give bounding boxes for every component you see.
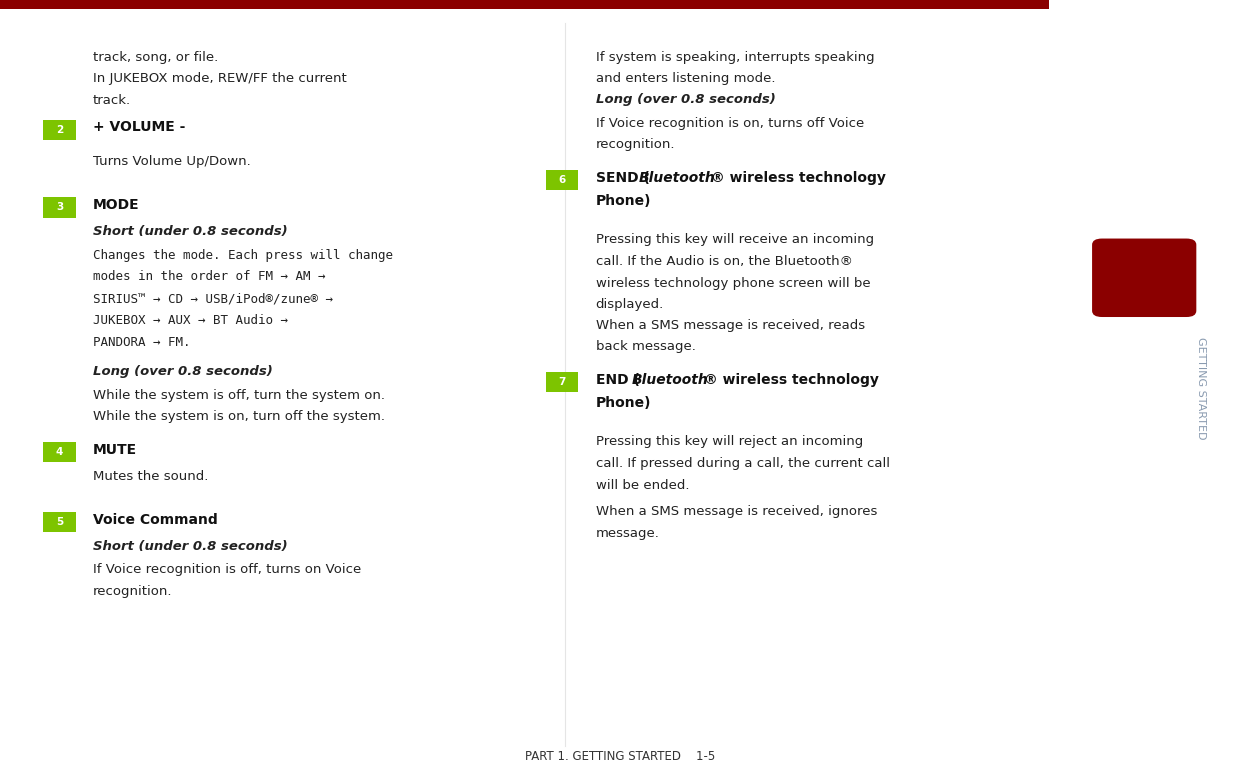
Text: recognition.: recognition. xyxy=(596,138,675,152)
Text: track, song, or file.: track, song, or file. xyxy=(93,51,218,64)
Text: GETTING STARTED: GETTING STARTED xyxy=(1196,337,1206,440)
FancyBboxPatch shape xyxy=(43,120,76,140)
Text: Phone): Phone) xyxy=(596,193,652,207)
Text: Pressing this key will reject an incoming: Pressing this key will reject an incomin… xyxy=(596,435,862,448)
Text: and enters listening mode.: and enters listening mode. xyxy=(596,72,776,85)
Text: wireless technology phone screen will be: wireless technology phone screen will be xyxy=(596,277,870,290)
Text: If system is speaking, interrupts speaking: If system is speaking, interrupts speaki… xyxy=(596,51,875,64)
Text: Changes the mode. Each press will change: Changes the mode. Each press will change xyxy=(93,249,393,262)
Text: MODE: MODE xyxy=(93,198,140,212)
Text: recognition.: recognition. xyxy=(93,585,172,598)
Text: will be ended.: will be ended. xyxy=(596,479,689,492)
Text: Bluetooth: Bluetooth xyxy=(632,373,709,387)
FancyBboxPatch shape xyxy=(0,0,1049,9)
Text: SEND (: SEND ( xyxy=(596,171,649,185)
Text: Short (under 0.8 seconds): Short (under 0.8 seconds) xyxy=(93,225,288,239)
FancyBboxPatch shape xyxy=(1092,239,1196,317)
FancyBboxPatch shape xyxy=(546,170,578,190)
Text: If Voice recognition is off, turns on Voice: If Voice recognition is off, turns on Vo… xyxy=(93,563,361,577)
Text: track.: track. xyxy=(93,94,132,107)
Text: displayed.: displayed. xyxy=(596,298,664,312)
Text: 3: 3 xyxy=(56,203,63,212)
Text: 2: 2 xyxy=(56,125,63,134)
Text: Bluetooth: Bluetooth xyxy=(639,171,716,185)
Text: message.: message. xyxy=(596,527,659,540)
Text: Long (over 0.8 seconds): Long (over 0.8 seconds) xyxy=(93,365,273,378)
Text: JUKEBOX → AUX → BT Audio →: JUKEBOX → AUX → BT Audio → xyxy=(93,314,288,327)
Text: SIRIUS™ → CD → USB/iPod®/zune® →: SIRIUS™ → CD → USB/iPod®/zune® → xyxy=(93,292,333,305)
Text: If Voice recognition is on, turns off Voice: If Voice recognition is on, turns off Vo… xyxy=(596,117,864,130)
Text: 6: 6 xyxy=(558,176,566,185)
Text: In JUKEBOX mode, REW/FF the current: In JUKEBOX mode, REW/FF the current xyxy=(93,72,346,85)
Text: Voice Command: Voice Command xyxy=(93,513,218,527)
Text: While the system is on, turn off the system.: While the system is on, turn off the sys… xyxy=(93,410,385,423)
Text: Phone): Phone) xyxy=(596,395,652,409)
Text: 7: 7 xyxy=(558,378,566,387)
FancyBboxPatch shape xyxy=(43,442,76,462)
Text: Turns Volume Up/Down.: Turns Volume Up/Down. xyxy=(93,155,251,169)
Text: + VOLUME -: + VOLUME - xyxy=(93,120,185,134)
FancyBboxPatch shape xyxy=(43,197,76,218)
Text: END (: END ( xyxy=(596,373,639,387)
Text: 4: 4 xyxy=(56,448,63,457)
Text: 5: 5 xyxy=(56,517,63,527)
Text: call. If pressed during a call, the current call: call. If pressed during a call, the curr… xyxy=(596,457,890,470)
Text: When a SMS message is received, reads: When a SMS message is received, reads xyxy=(596,319,865,332)
Text: modes in the order of FM → AM →: modes in the order of FM → AM → xyxy=(93,270,325,284)
Text: back message.: back message. xyxy=(596,340,695,354)
Text: Long (over 0.8 seconds): Long (over 0.8 seconds) xyxy=(596,93,776,106)
Text: When a SMS message is received, ignores: When a SMS message is received, ignores xyxy=(596,505,877,518)
Text: ® wireless technology: ® wireless technology xyxy=(711,171,886,185)
Text: call. If the Audio is on, the Bluetooth®: call. If the Audio is on, the Bluetooth® xyxy=(596,255,853,268)
Text: PANDORA → FM.: PANDORA → FM. xyxy=(93,336,191,349)
FancyBboxPatch shape xyxy=(546,372,578,392)
Text: PART 1. GETTING STARTED    1-5: PART 1. GETTING STARTED 1-5 xyxy=(525,750,716,763)
Text: Mutes the sound.: Mutes the sound. xyxy=(93,470,208,483)
Text: Pressing this key will receive an incoming: Pressing this key will receive an incomi… xyxy=(596,233,874,246)
Text: MUTE: MUTE xyxy=(93,443,138,457)
Text: Short (under 0.8 seconds): Short (under 0.8 seconds) xyxy=(93,540,288,553)
Text: ® wireless technology: ® wireless technology xyxy=(705,373,879,387)
FancyBboxPatch shape xyxy=(43,512,76,532)
Text: While the system is off, turn the system on.: While the system is off, turn the system… xyxy=(93,388,385,402)
